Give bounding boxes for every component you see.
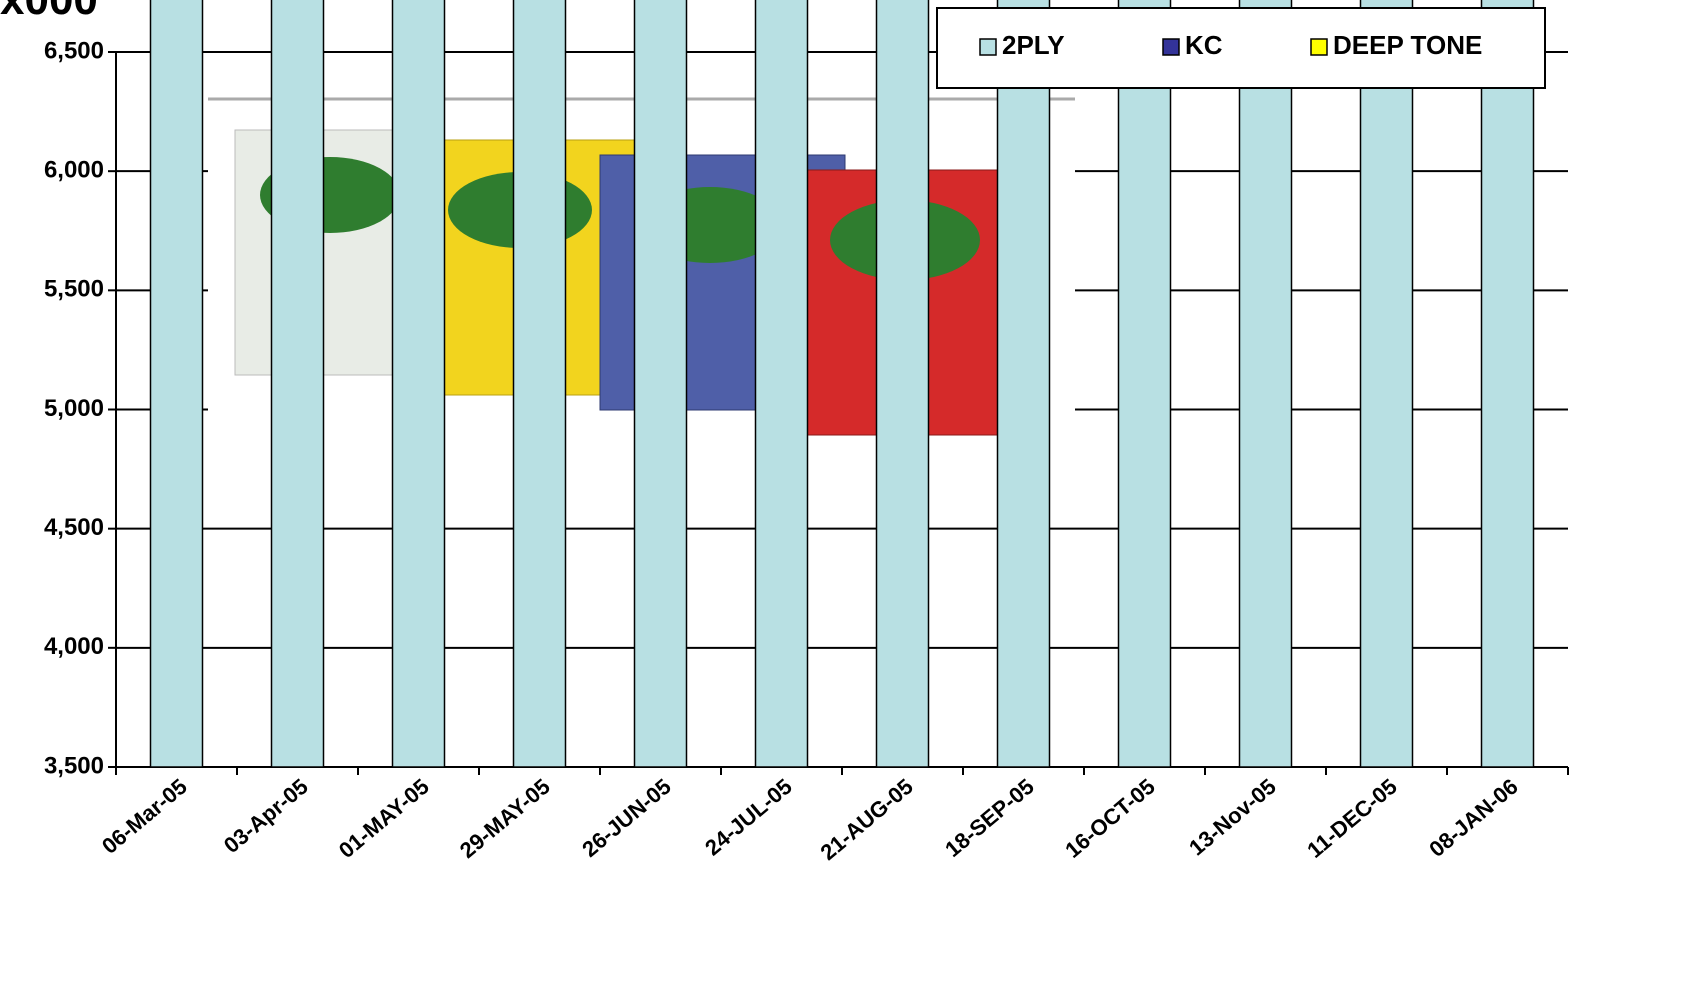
y-tick-label: 5,500 bbox=[44, 276, 104, 303]
y-tick-label: 4,500 bbox=[44, 514, 104, 541]
x-tick-label: 24-JUL-05 bbox=[700, 774, 797, 861]
y-tick-label: 5,000 bbox=[44, 395, 104, 422]
y-tick-label: 6,500 bbox=[44, 37, 104, 64]
x-tick-label: 01-MAY-05 bbox=[334, 774, 434, 863]
x-tick-label: 16-OCT-05 bbox=[1060, 774, 1159, 863]
y-tick-label: 3,500 bbox=[44, 752, 104, 779]
legend-label: DEEP TONE bbox=[1333, 30, 1482, 60]
legend-box bbox=[936, 7, 1546, 89]
bar-segment bbox=[1359, 0, 1414, 768]
bar-segment bbox=[1480, 0, 1535, 768]
bar-segment bbox=[1238, 0, 1293, 768]
x-tick-label: 11-DEC-05 bbox=[1302, 774, 1401, 863]
legend-label: 2PLY bbox=[1002, 30, 1065, 60]
x-tick-label: 26-JUN-05 bbox=[577, 774, 676, 862]
x-tick-label: 13-Nov-05 bbox=[1184, 774, 1281, 861]
bar-segment bbox=[270, 0, 325, 768]
bar-segment bbox=[875, 0, 930, 768]
x-tick-label: 06-Mar-05 bbox=[97, 774, 192, 859]
bar-segment bbox=[996, 0, 1051, 768]
legend-swatch bbox=[1162, 38, 1180, 56]
x-tick-label: 21-AUG-05 bbox=[815, 774, 917, 865]
x-tick-label: 18-SEP-05 bbox=[940, 774, 1039, 862]
chart-title: x000 bbox=[0, 0, 98, 24]
bar-segment bbox=[512, 0, 567, 768]
bar-segment bbox=[149, 0, 204, 768]
y-tick-label: 6,000 bbox=[44, 157, 104, 184]
legend-swatch bbox=[979, 38, 997, 56]
bar-segment bbox=[754, 0, 809, 768]
x-tick-label: 08-JAN-06 bbox=[1424, 774, 1523, 862]
bar-segment bbox=[1117, 0, 1172, 768]
legend-swatch bbox=[1310, 38, 1328, 56]
x-tick-label: 29-MAY-05 bbox=[455, 774, 555, 863]
legend-label: KC bbox=[1185, 30, 1223, 60]
x-tick-label: 03-Apr-05 bbox=[219, 774, 313, 858]
bar-segment bbox=[633, 0, 688, 768]
bar-segment bbox=[391, 0, 446, 768]
y-tick-label: 4,000 bbox=[44, 633, 104, 660]
